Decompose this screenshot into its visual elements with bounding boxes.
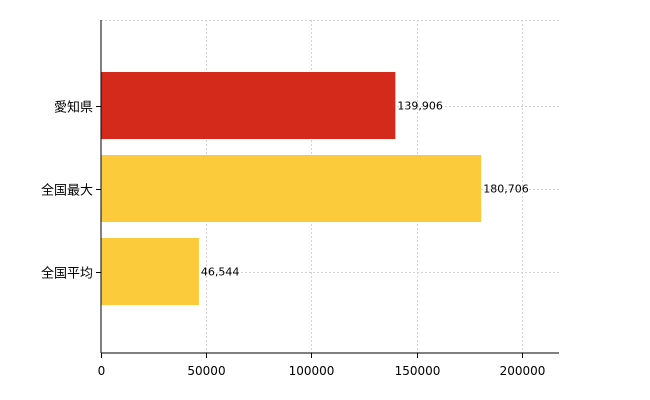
x-tick-label-1: 50000 xyxy=(187,364,225,378)
bar-0 xyxy=(101,72,396,139)
y-tick-label-0: 愛知県 xyxy=(54,100,93,116)
y-tick-label-1: 全国最大 xyxy=(41,183,93,199)
x-tick-label-3: 150000 xyxy=(395,364,441,378)
bars xyxy=(101,72,482,305)
axes xyxy=(100,20,559,354)
data-label-0: 139,906 xyxy=(397,100,443,113)
bar-1 xyxy=(101,155,482,222)
data-label-1: 180,706 xyxy=(483,183,529,196)
data-labels: 139,906 180,706 46,544 xyxy=(201,100,529,279)
y-tick-label-2: 全国平均 xyxy=(41,266,93,282)
x-tick-label-4: 200000 xyxy=(500,364,546,378)
data-label-2: 46,544 xyxy=(201,266,240,279)
x-tick-label-2: 100000 xyxy=(289,364,335,378)
bar-2 xyxy=(101,238,199,305)
x-tick-label-0: 0 xyxy=(98,364,106,378)
